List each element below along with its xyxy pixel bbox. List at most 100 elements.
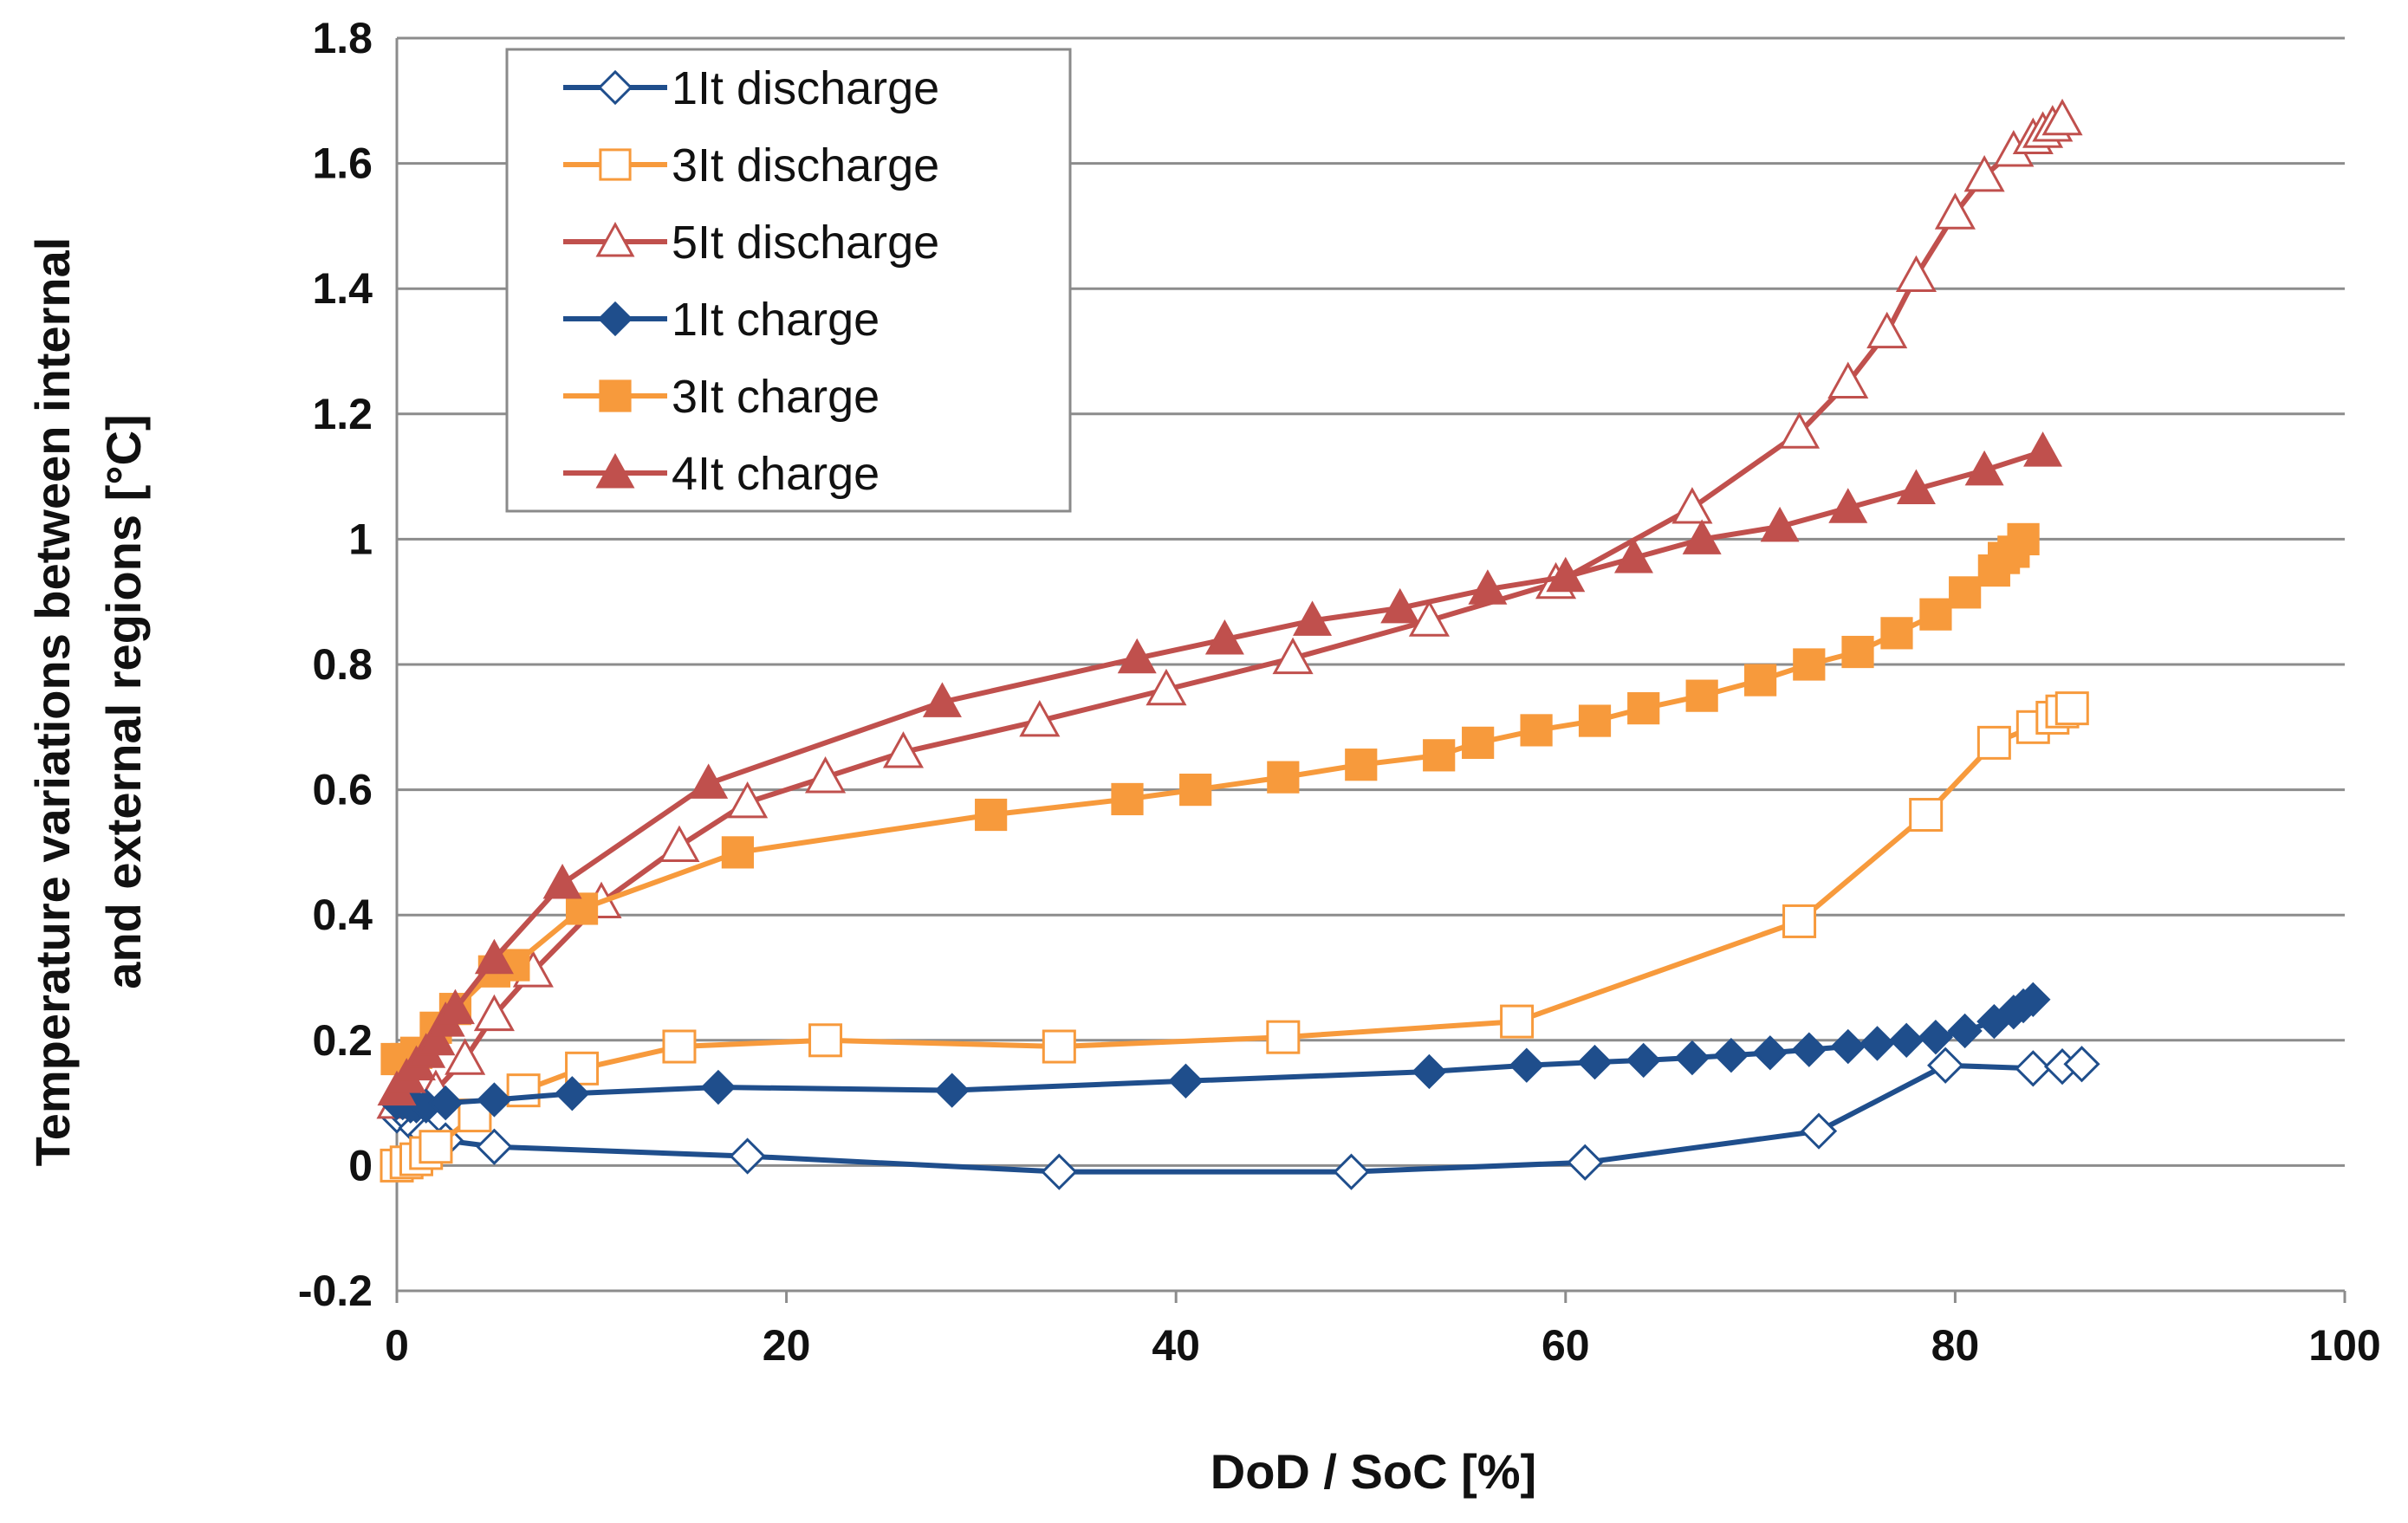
data-point-diamond bbox=[1674, 1040, 1710, 1076]
data-point-square bbox=[1179, 774, 1212, 807]
data-point-triangle bbox=[1671, 487, 1713, 524]
data-point-triangle bbox=[2023, 431, 2063, 467]
data-point-square bbox=[1520, 714, 1553, 747]
data-point-diamond bbox=[1577, 1044, 1613, 1080]
data-point-triangle bbox=[922, 682, 962, 717]
data-point-diamond bbox=[1927, 1047, 1964, 1084]
legend-item: 4It charge bbox=[563, 448, 879, 500]
y-tick-label: 1 bbox=[348, 515, 373, 563]
data-point-diamond bbox=[428, 1085, 464, 1121]
x-tick-label: 100 bbox=[2308, 1321, 2380, 1370]
data-point-square bbox=[599, 148, 632, 181]
data-point-triangle bbox=[473, 994, 515, 1032]
data-point-diamond bbox=[1041, 1153, 1078, 1190]
data-point-triangle bbox=[474, 938, 514, 975]
x-tick-label: 0 bbox=[385, 1321, 409, 1370]
x-tick-label: 60 bbox=[1542, 1321, 1590, 1370]
y-tick-label: 0.2 bbox=[312, 1016, 373, 1065]
data-point-square bbox=[1462, 726, 1495, 759]
legend-label: 1It discharge bbox=[672, 62, 939, 114]
data-point-diamond bbox=[476, 1128, 513, 1165]
data-point-square bbox=[1793, 648, 1826, 681]
data-point-diamond bbox=[1830, 1028, 1866, 1065]
data-point-triangle bbox=[1408, 599, 1450, 637]
data-point-square bbox=[1685, 679, 1718, 712]
data-point-triangle bbox=[1272, 637, 1314, 675]
data-point-triangle bbox=[1934, 192, 1976, 230]
series-3it-charge bbox=[380, 522, 2040, 1076]
data-point-triangle bbox=[727, 781, 769, 819]
y-tick-label: 1.4 bbox=[312, 264, 373, 313]
data-point-square bbox=[419, 1130, 453, 1164]
data-point-diamond bbox=[1509, 1047, 1545, 1083]
data-point-square bbox=[1627, 692, 1660, 725]
data-point-triangle bbox=[1866, 311, 1908, 349]
data-point-square bbox=[599, 379, 632, 412]
data-point-triangle bbox=[1380, 587, 1420, 624]
legend-label: 3It discharge bbox=[672, 139, 939, 191]
data-point-triangle bbox=[1895, 255, 1937, 293]
data-point-triangle bbox=[1117, 638, 1157, 674]
y-tick-label: 1.8 bbox=[312, 14, 373, 62]
data-point-square bbox=[1500, 1004, 1535, 1039]
data-point-square bbox=[1423, 739, 1456, 772]
data-point-square bbox=[1042, 1029, 1076, 1064]
data-point-triangle bbox=[1204, 619, 1244, 655]
legend-label: 1It charge bbox=[672, 294, 879, 346]
data-point-diamond bbox=[1947, 1013, 1983, 1049]
data-point-diamond bbox=[934, 1073, 970, 1108]
data-point-diamond bbox=[1800, 1112, 1838, 1150]
data-point-diamond bbox=[700, 1069, 737, 1105]
data-point-diamond bbox=[2015, 982, 2051, 1017]
data-point-diamond bbox=[1713, 1037, 1749, 1073]
data-point-diamond bbox=[1752, 1035, 1788, 1071]
y-axis-title-line-2: and external regions [°C] bbox=[96, 414, 151, 988]
data-point-triangle bbox=[1146, 668, 1187, 706]
data-point-diamond bbox=[597, 301, 633, 337]
data-point-triangle bbox=[416, 1020, 456, 1056]
data-point-triangle bbox=[882, 731, 925, 768]
data-point-square bbox=[2054, 691, 2089, 726]
data-point-diamond bbox=[1333, 1153, 1370, 1190]
y-tick-label: 0 bbox=[348, 1141, 373, 1189]
x-tick-label: 40 bbox=[1152, 1321, 1200, 1370]
legend-item: 5It discharge bbox=[563, 217, 939, 269]
y-tick-label: 0.4 bbox=[312, 891, 373, 939]
data-point-triangle bbox=[1827, 361, 1869, 399]
data-point-square bbox=[1744, 664, 1777, 697]
legend-item: 1It discharge bbox=[563, 62, 939, 114]
data-point-square bbox=[565, 892, 599, 925]
data-point-square bbox=[975, 798, 1008, 832]
y-tick-label: 1.2 bbox=[312, 390, 373, 438]
data-point-triangle bbox=[1963, 154, 2005, 192]
data-point-square bbox=[2007, 522, 2040, 555]
data-point-diamond bbox=[477, 1082, 512, 1118]
data-point-square bbox=[1949, 576, 1982, 609]
legend-item: 3It charge bbox=[563, 371, 879, 423]
legend-label: 5It discharge bbox=[672, 217, 939, 269]
data-point-square bbox=[1919, 598, 1952, 631]
data-point-square bbox=[1111, 782, 1144, 816]
data-point-triangle bbox=[445, 1038, 486, 1075]
series-1it-charge bbox=[379, 982, 2051, 1124]
legend-item: 3It discharge bbox=[563, 139, 939, 191]
data-point-triangle bbox=[542, 864, 582, 899]
data-point-diamond bbox=[1918, 1020, 1954, 1055]
y-axis-title-line-1: Temperature variations between internal bbox=[25, 237, 80, 1167]
data-point-triangle bbox=[1760, 506, 1800, 542]
data-point-diamond bbox=[1860, 1026, 1895, 1061]
data-point-diamond bbox=[1567, 1144, 1604, 1181]
y-axis-title: Temperature variations between internal … bbox=[25, 237, 151, 1167]
data-point-square bbox=[1909, 798, 1944, 833]
data-point-diamond bbox=[555, 1076, 590, 1111]
data-point-square bbox=[662, 1029, 697, 1064]
data-point-triangle bbox=[1468, 569, 1508, 605]
data-point-triangle bbox=[595, 221, 635, 257]
legend: 1It discharge 3It discharge 5It discharge 1… bbox=[505, 48, 1072, 513]
legend-item: 1It charge bbox=[563, 294, 879, 346]
data-point-triangle bbox=[805, 756, 847, 794]
y-tick-label: 0.6 bbox=[312, 766, 373, 814]
data-point-square bbox=[1782, 904, 1817, 938]
data-point-diamond bbox=[1626, 1042, 1661, 1079]
